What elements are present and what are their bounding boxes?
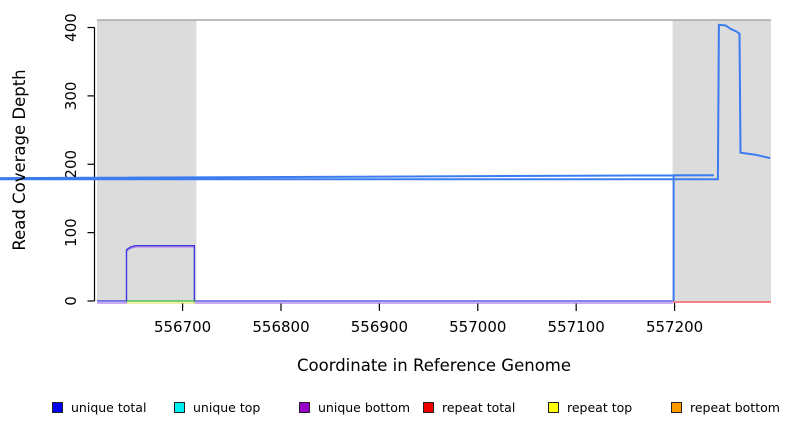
x-tick-label: 556700: [154, 318, 211, 336]
legend-item-unique-total: unique total: [52, 399, 146, 415]
series-right-coverage-line: [0, 23, 771, 301]
legend-label: unique total: [71, 399, 147, 415]
legend-label: unique top: [193, 399, 261, 415]
y-tick-label: 400: [62, 13, 80, 42]
y-tick-label: 100: [62, 218, 80, 247]
x-tick-label: 557200: [646, 318, 703, 336]
y-tick-label: 300: [62, 82, 80, 111]
legend-swatch-icon: [423, 401, 434, 413]
x-tick-label: 557000: [449, 318, 506, 336]
legend-item-repeat-total: repeat total: [423, 399, 515, 415]
x-tick-label: 556900: [351, 318, 408, 336]
series-unique-total-line: [97, 244, 673, 302]
legend-item-repeat-bottom: repeat bottom: [671, 399, 780, 415]
legend-item-unique-top: unique top: [174, 399, 260, 415]
y-tick-label: 0: [62, 296, 80, 306]
legend-item-repeat-top: repeat top: [548, 399, 632, 415]
left-shaded-region: [97, 20, 197, 301]
chart-legend: unique total unique top unique bottom repea…: [0, 399, 792, 423]
legend-label: repeat bottom: [690, 399, 780, 415]
y-tick-label: 200: [62, 150, 80, 179]
legend-item-unique-bottom: unique bottom: [299, 399, 410, 415]
right-shaded-region: [672, 20, 771, 301]
legend-label: unique bottom: [318, 399, 411, 415]
x-axis-title: Coordinate in Reference Genome: [297, 356, 571, 375]
legend-label: repeat total: [442, 399, 516, 415]
y-axis-title: Read Coverage Depth: [10, 69, 29, 250]
legend-swatch-icon: [548, 401, 559, 413]
legend-swatch-icon: [174, 401, 185, 413]
legend-swatch-icon: [52, 401, 63, 413]
x-tick-label: 557100: [548, 318, 605, 336]
legend-swatch-icon: [671, 401, 682, 413]
legend-label: repeat top: [567, 399, 633, 415]
x-tick-label: 556800: [252, 318, 309, 336]
plot-area: 0 100 200 300 400 556700 556800 556900 557000 557…: [0, 13, 771, 375]
legend-swatch-icon: [299, 401, 310, 413]
